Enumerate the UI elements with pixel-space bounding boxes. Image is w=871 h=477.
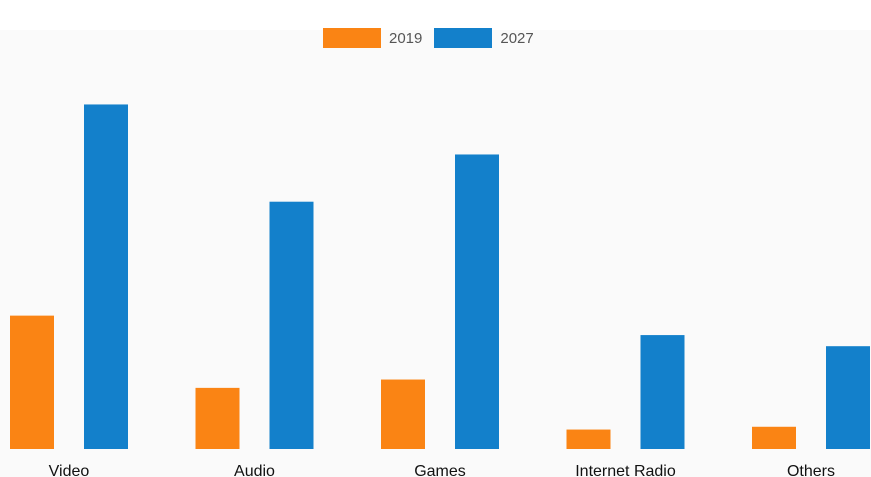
bar-audio-2019[interactable] <box>195 387 240 449</box>
bar-internet-radio-2019[interactable] <box>566 429 611 449</box>
legend-swatch-2019 <box>323 28 381 48</box>
bar-internet-radio-2027[interactable] <box>640 335 685 449</box>
bar-games-2027[interactable] <box>455 154 499 449</box>
x-tick-label-audio: Audio <box>234 463 275 477</box>
legend-label-2027: 2027 <box>500 29 534 47</box>
legend-item-2019[interactable]: 2019 <box>323 28 422 48</box>
bar-video-2019[interactable] <box>10 315 54 449</box>
bar-video-2027[interactable] <box>84 104 128 449</box>
x-tick-label-video: Video <box>49 463 90 477</box>
legend-label-2019: 2019 <box>389 29 423 47</box>
x-tick-label-internet-radio: Internet Radio <box>575 463 676 477</box>
x-tick-label-others: Others <box>787 463 835 477</box>
bar-others-2019[interactable] <box>752 426 796 449</box>
legend-swatch-2027 <box>434 28 493 48</box>
plot-area <box>0 30 871 477</box>
bar-others-2027[interactable] <box>826 346 870 449</box>
bar-audio-2027[interactable] <box>269 201 314 449</box>
chart-header-area <box>0 0 871 30</box>
x-tick-label-games: Games <box>414 463 466 477</box>
legend: 2019 2027 <box>323 28 534 48</box>
legend-item-2027[interactable]: 2027 <box>434 28 534 48</box>
bar-games-2019[interactable] <box>381 379 425 449</box>
